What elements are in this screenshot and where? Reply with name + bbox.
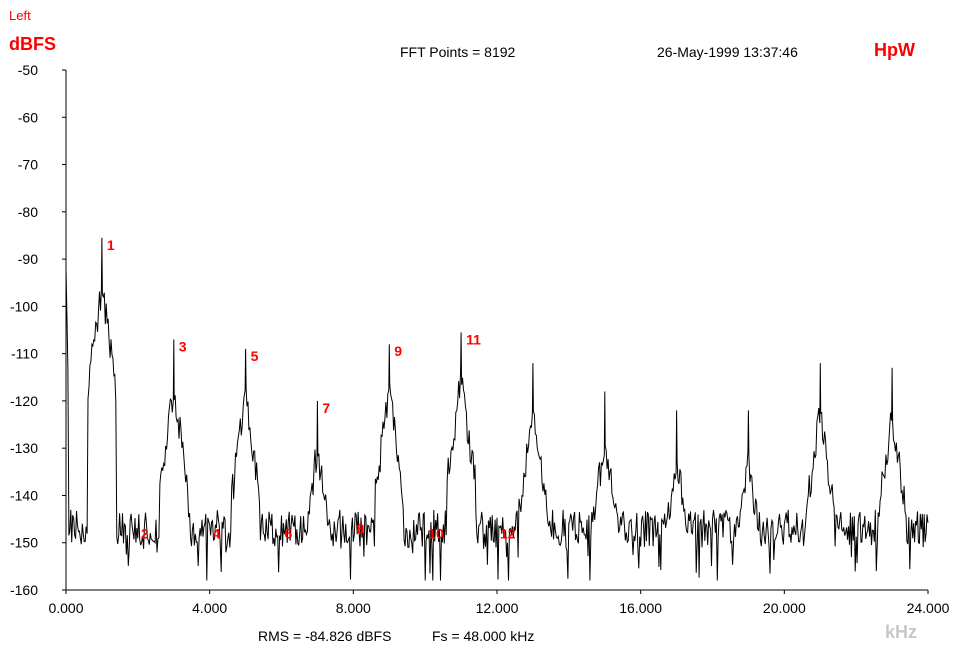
x-tick-label: 4.000 [192,600,227,616]
brand-logo: HpW [874,40,915,60]
spectrum-trace [65,237,929,581]
y-tick-label: -90 [18,251,38,267]
harmonic-labels: 1 3 5 7 9 11 2 4 6 8 10 12 [107,237,516,541]
harmonic-label: 4 [213,525,221,541]
rms-readout: RMS = -84.826 dBFS [258,628,392,644]
harmonic-label: 7 [322,400,330,416]
fft-points-label: FFT Points = 8192 [400,44,516,60]
y-tick-label: -110 [11,346,38,362]
x-tick-label: 20.000 [763,600,806,616]
harmonic-label: 8 [356,521,364,537]
chart-axes: -50 -60 -70 -80 -90 -100 -110 -120 -130 -140 -150 -… [10,62,950,616]
x-tick-label: 12.000 [476,600,519,616]
harmonic-label: 5 [251,348,259,364]
harmonic-label: 6 [285,525,293,541]
spectrum-line [65,237,929,581]
harmonic-label: 3 [179,338,187,354]
y-tick-label: -130 [10,440,38,456]
y-tick-label: -120 [10,393,38,409]
harmonic-label: 2 [141,525,149,541]
y-unit-label: dBFS [9,34,56,54]
y-tick-label: -60 [18,109,38,125]
x-tick-label: 0.000 [48,600,83,616]
x-tick-label: 8.000 [336,600,371,616]
y-tick-label: -160 [10,582,38,598]
datetime-label: 26-May-1999 13:37:46 [657,44,798,60]
harmonic-label: 1 [107,237,115,253]
x-tick-label: 24.000 [907,600,950,616]
fs-readout: Fs = 48.000 kHz [432,628,535,644]
x-unit-label: kHz [885,622,918,642]
harmonic-label: 9 [394,343,402,359]
y-tick-label: -50 [18,62,38,78]
harmonic-label: 10 [428,525,444,541]
y-tick-label: -80 [18,204,38,220]
channel-label: Left [9,8,31,23]
harmonic-label: 11 [466,331,481,347]
y-tick-label: -140 [10,487,38,503]
y-tick-label: -150 [10,535,38,551]
harmonic-label: 12 [500,525,516,541]
y-tick-label: -100 [10,298,38,314]
x-tick-label: 16.000 [619,600,662,616]
y-tick-label: -70 [18,157,38,173]
